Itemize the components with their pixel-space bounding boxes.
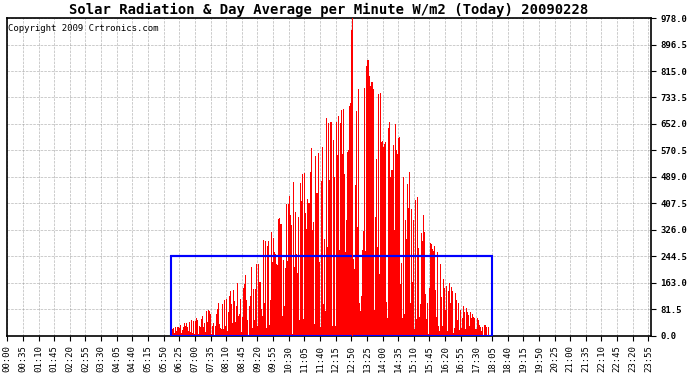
Title: Solar Radiation & Day Average per Minute W/m2 (Today) 20090228: Solar Radiation & Day Average per Minute… xyxy=(69,3,589,17)
Bar xyxy=(171,256,493,336)
Text: Copyright 2009 Crtronics.com: Copyright 2009 Crtronics.com xyxy=(8,24,159,33)
